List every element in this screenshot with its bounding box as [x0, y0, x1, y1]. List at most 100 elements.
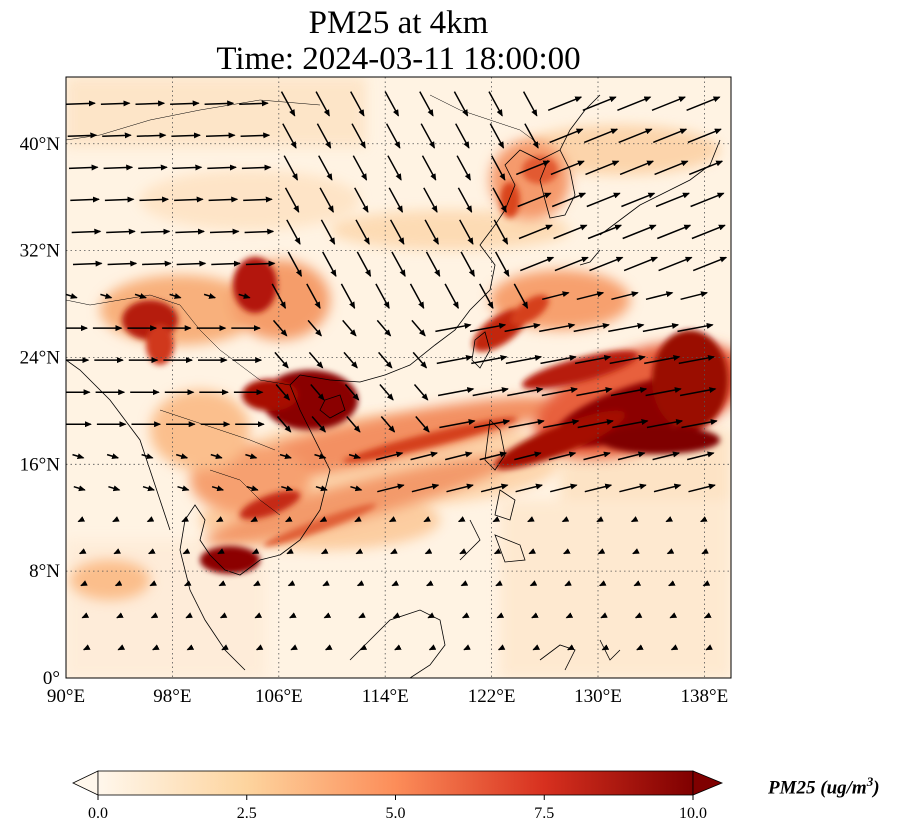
- lat-tick-label: 24°N: [20, 347, 61, 368]
- wind-arrow: [493, 219, 509, 245]
- colorbar-tick-label: 0.0: [88, 805, 108, 822]
- wind-arrow: [550, 160, 585, 176]
- wind-arrow: [528, 548, 537, 555]
- wind-arrow: [246, 485, 259, 492]
- wind-arrow: [527, 516, 535, 523]
- wind-arrow: [460, 580, 469, 587]
- wind-arrow: [376, 319, 392, 337]
- wind-arrow: [425, 251, 441, 277]
- wind-arrow: [377, 483, 405, 493]
- lat-tick-label: 16°N: [20, 454, 61, 475]
- wind-arrow: [319, 187, 334, 213]
- wind-arrow: [411, 319, 426, 337]
- lon-tick-label: 106°E: [255, 686, 303, 707]
- wind-arrow: [253, 580, 261, 587]
- wind-arrow: [380, 416, 396, 433]
- wind-arrow: [567, 644, 575, 651]
- wind-arrow: [148, 548, 156, 555]
- wind-arrow: [394, 644, 402, 651]
- wind-arrow: [704, 612, 712, 619]
- wind-arrow: [207, 164, 237, 171]
- wind-arrow: [389, 219, 405, 245]
- wind-arrow: [658, 256, 693, 272]
- wind-arrow: [116, 612, 124, 619]
- wind-arrow: [493, 548, 502, 555]
- wind-arrow: [82, 644, 91, 651]
- wind-arrow: [211, 260, 241, 267]
- wind-arrow: [469, 322, 507, 333]
- wind-arrow: [388, 187, 404, 213]
- wind-arrow: [391, 580, 400, 587]
- gridlines: [66, 77, 731, 678]
- wind-arrow: [611, 291, 639, 301]
- wind-arrow: [146, 516, 155, 523]
- wind-arrow: [211, 485, 225, 492]
- wind-arrow: [522, 91, 538, 117]
- wind-arrow: [387, 155, 402, 181]
- wind-arrow: [114, 580, 123, 587]
- wind-arrow: [460, 251, 475, 277]
- wind-arrow: [354, 516, 362, 523]
- wind-arrow: [504, 322, 541, 333]
- wind-arrow: [600, 612, 608, 619]
- wind-arrow: [289, 612, 297, 619]
- wind-arrow: [287, 251, 303, 277]
- wind-arrow: [78, 548, 87, 555]
- wind-arrow: [702, 580, 711, 587]
- wind-arrow: [343, 351, 358, 369]
- wind-arrow: [446, 483, 474, 493]
- wind-arrow: [618, 128, 653, 144]
- wind-arrow: [286, 548, 294, 555]
- wind-arrow: [690, 192, 725, 208]
- wind-arrow: [342, 319, 357, 337]
- wind-arrow: [410, 451, 438, 461]
- wind-arrow: [315, 91, 330, 117]
- wind-arrow: [174, 196, 204, 203]
- wind-arrow: [150, 612, 159, 619]
- wind-arrow: [583, 128, 619, 144]
- wind-arrow: [610, 387, 648, 397]
- wind-arrow: [494, 251, 510, 277]
- wind-arrow: [515, 483, 543, 493]
- wind-arrow: [553, 224, 588, 240]
- wind-arrow: [375, 451, 404, 461]
- wind-arrow: [531, 612, 539, 619]
- wind-arrow: [686, 96, 721, 111]
- wind-arrow: [424, 548, 433, 555]
- wind-arrow: [72, 260, 103, 267]
- wind-arrow: [608, 322, 645, 333]
- wind-arrow: [612, 419, 649, 429]
- wind-arrow: [171, 132, 201, 139]
- wind-arrow: [73, 485, 86, 492]
- wind-arrow: [392, 612, 401, 619]
- wind-arrow: [646, 419, 684, 429]
- wind-arrow: [286, 219, 301, 245]
- wind-arrow: [409, 283, 425, 309]
- wind-arrow: [287, 580, 296, 587]
- wind-arrow: [444, 283, 459, 309]
- wind-arrow: [378, 351, 393, 369]
- wind-arrow: [497, 644, 506, 651]
- wind-arrow: [622, 224, 657, 240]
- wind-arrow: [68, 164, 99, 171]
- wind-arrow: [66, 293, 78, 299]
- wind-arrow: [135, 100, 166, 107]
- colorbar-title: PM25 (ug/m3): [768, 774, 880, 799]
- wind-arrow: [679, 387, 717, 397]
- wind-arrow: [152, 644, 160, 651]
- wind-arrow: [358, 612, 366, 619]
- wind-arrow: [437, 387, 475, 397]
- wind-arrow: [513, 283, 529, 309]
- wind-arrow: [691, 224, 726, 240]
- wind-arrow: [423, 516, 431, 523]
- wind-arrow: [496, 612, 505, 619]
- wind-arrow: [480, 483, 509, 493]
- wind-arrow: [279, 453, 292, 460]
- pm25-field: [66, 77, 731, 678]
- wind-arrow: [112, 516, 120, 523]
- wind-arrow: [424, 219, 439, 245]
- wind-arrow: [72, 453, 85, 460]
- wind-arrow: [176, 260, 207, 267]
- wind-arrow: [632, 548, 640, 555]
